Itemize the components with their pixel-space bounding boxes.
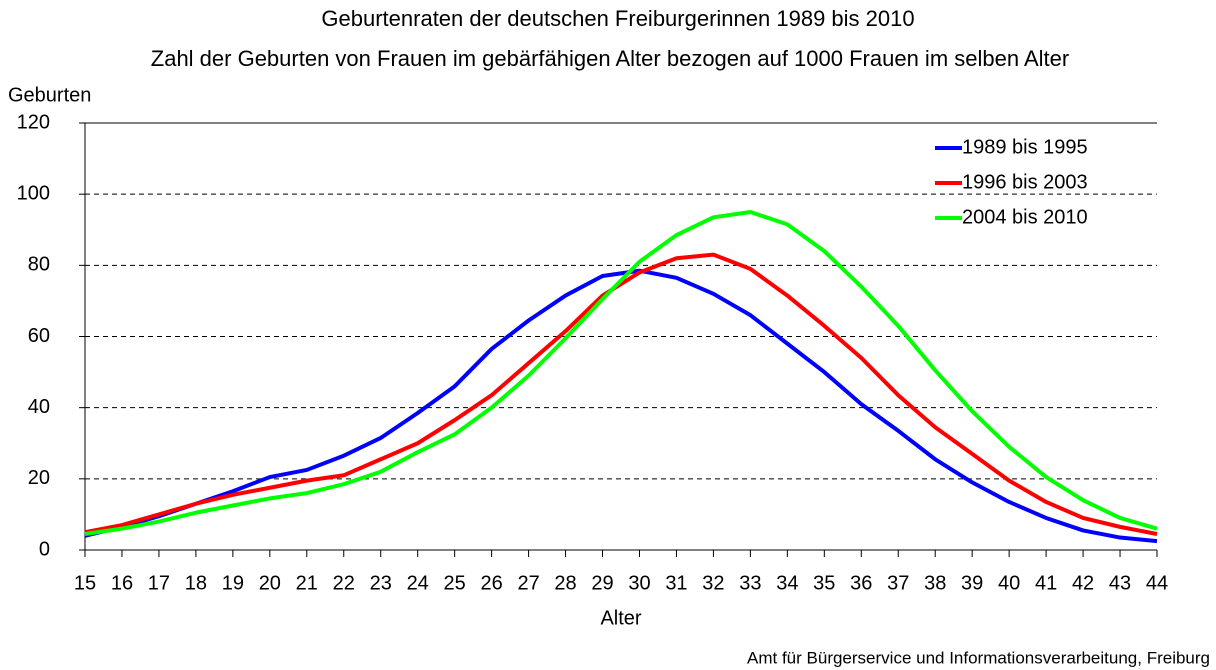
x-tick-label: 26 <box>480 572 502 594</box>
x-tick-label: 18 <box>185 572 207 594</box>
x-tick-label: 27 <box>517 572 539 594</box>
y-axis-label: Geburten <box>8 84 91 106</box>
x-tick-label: 37 <box>887 572 909 594</box>
x-tick-label: 34 <box>776 572 798 594</box>
y-tick-label: 20 <box>28 467 50 489</box>
x-tick-label: 20 <box>259 572 281 594</box>
x-tick-label: 32 <box>702 572 724 594</box>
y-tick-label: 120 <box>17 111 50 133</box>
x-tick-label: 36 <box>850 572 872 594</box>
x-tick-label: 44 <box>1146 572 1168 594</box>
x-tick-label: 40 <box>998 572 1020 594</box>
legend-label: 2004 bis 2010 <box>962 206 1088 228</box>
x-tick-label: 30 <box>628 572 650 594</box>
y-tick-label: 0 <box>39 538 50 560</box>
x-tick-label: 38 <box>924 572 946 594</box>
series-line <box>84 268 1158 544</box>
x-tick-label: 21 <box>296 572 318 594</box>
x-tick-label: 41 <box>1035 572 1057 594</box>
x-tick-label: 33 <box>739 572 761 594</box>
chart-title: Geburtenraten der deutschen Freiburgerin… <box>321 6 914 31</box>
series-line <box>84 252 1158 536</box>
x-tick-label: 16 <box>111 572 133 594</box>
source: Amt für Bürgerservice und Informationsve… <box>747 648 1210 667</box>
chart-subtitle: Zahl der Geburten von Frauen im gebärfäh… <box>151 46 1069 71</box>
x-tick-label: 15 <box>74 572 96 594</box>
x-tick-label: 29 <box>591 572 613 594</box>
x-tick-label: 24 <box>407 572 429 594</box>
y-tick-label: 80 <box>28 254 50 276</box>
x-tick-label: 22 <box>333 572 355 594</box>
legend-label: 1996 bis 2003 <box>962 171 1088 193</box>
x-tick-label: 35 <box>813 572 835 594</box>
x-tick-label: 39 <box>961 572 983 594</box>
x-tick-label: 28 <box>554 572 576 594</box>
legend-label: 1989 bis 1995 <box>962 136 1088 158</box>
x-tick-label: 23 <box>370 572 392 594</box>
x-tick-label: 25 <box>444 572 466 594</box>
x-tick-label: 43 <box>1109 572 1131 594</box>
x-tick-label: 31 <box>665 572 687 594</box>
x-tick-label: 42 <box>1072 572 1094 594</box>
y-tick-label: 100 <box>17 182 50 204</box>
y-tick-label: 40 <box>28 396 50 418</box>
x-tick-label: 19 <box>222 572 244 594</box>
x-axis-label: Alter <box>600 607 641 629</box>
series-line <box>84 209 1158 536</box>
y-tick-label: 60 <box>28 325 50 347</box>
x-tick-label: 17 <box>148 572 170 594</box>
